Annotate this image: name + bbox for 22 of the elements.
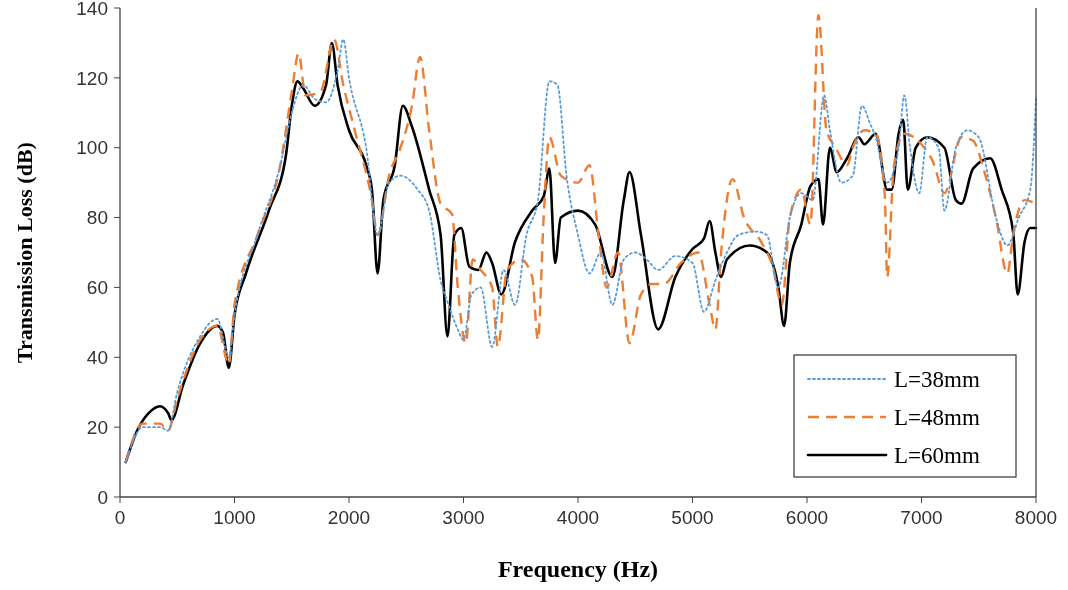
x-tick-label: 1000 bbox=[213, 507, 256, 528]
legend-label: L=48mm bbox=[894, 405, 980, 431]
y-tick-label: 80 bbox=[86, 207, 108, 229]
x-axis-title: Frequency (Hz) bbox=[497, 556, 659, 582]
x-tick-label: 5000 bbox=[671, 507, 714, 528]
x-tick-label: 8000 bbox=[1014, 507, 1058, 528]
y-tick-label: 20 bbox=[86, 416, 108, 438]
x-tick-label: 6000 bbox=[785, 507, 829, 528]
y-tick-label: 40 bbox=[86, 346, 108, 368]
legend-label: L=38mm bbox=[894, 367, 980, 393]
y-tick-label: 120 bbox=[76, 67, 108, 89]
y-axis-title: Transmission Loss (dB) bbox=[12, 142, 37, 363]
y-tick-label: 100 bbox=[76, 137, 108, 159]
x-tick-label: 7000 bbox=[900, 507, 943, 528]
x-tick-label: 0 bbox=[114, 507, 126, 528]
y-tick-label: 0 bbox=[97, 486, 108, 508]
x-tick-label: 4000 bbox=[556, 507, 600, 528]
legend-label: L=60mm bbox=[894, 443, 980, 469]
y-tick-label: 140 bbox=[76, 0, 108, 19]
y-tick-label: 60 bbox=[86, 277, 108, 299]
x-tick-label: 3000 bbox=[442, 507, 485, 528]
x-tick-label: 2000 bbox=[327, 507, 371, 528]
